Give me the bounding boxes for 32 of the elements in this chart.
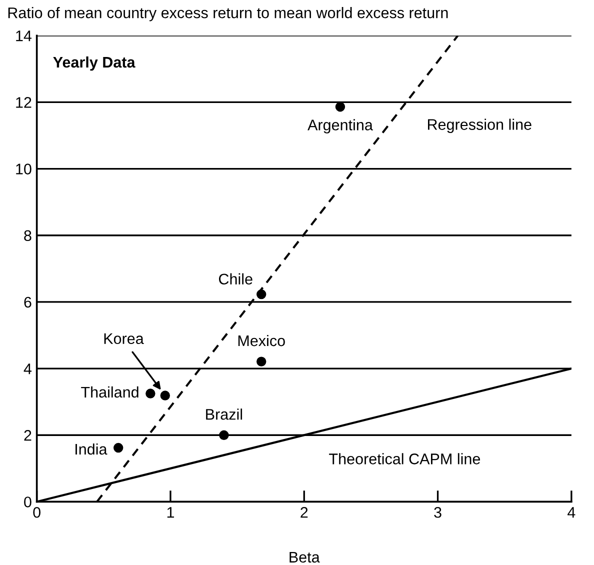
- x-tick-label: 0: [33, 506, 40, 518]
- y-tick-label: 6: [24, 296, 32, 308]
- y-tick-label: 4: [24, 364, 32, 374]
- y-axis-title: Ratio of mean country excess return to mean world excess return: [8, 7, 448, 22]
- y-tick-label: 14: [16, 30, 32, 42]
- annotation: Mexico: [238, 334, 285, 346]
- x-tick-label: 1: [167, 507, 174, 518]
- annotation: India: [76, 443, 108, 455]
- y-tick-label: 8: [24, 230, 32, 242]
- series-label: Theoretical CAPM line: [329, 453, 480, 464]
- point: [160, 390, 170, 400]
- annotation: Chile: [218, 273, 252, 285]
- x-axis-title: Beta: [290, 552, 320, 563]
- annotation: Thailand: [81, 386, 138, 398]
- y-tick-label: 2: [24, 430, 32, 441]
- point: [219, 430, 229, 440]
- y-tick-label: 0: [24, 496, 32, 508]
- point: [256, 289, 266, 300]
- x-tick-label: 2: [300, 506, 308, 518]
- annotation: Brazil: [206, 408, 242, 420]
- y-tick-label: 12: [16, 97, 32, 108]
- point: [146, 388, 156, 398]
- x-tick-label: 4: [568, 507, 576, 518]
- point: [113, 442, 124, 453]
- point: [335, 102, 346, 112]
- annotation: Korea: [104, 333, 144, 344]
- annotation: Argentina: [308, 119, 373, 134]
- text: Yearly Data: [53, 56, 136, 71]
- y-tick-label: 10: [16, 164, 32, 174]
- x-tick-label: 3: [434, 506, 442, 518]
- series-label: Regression line: [428, 118, 532, 133]
- point: [256, 356, 266, 366]
